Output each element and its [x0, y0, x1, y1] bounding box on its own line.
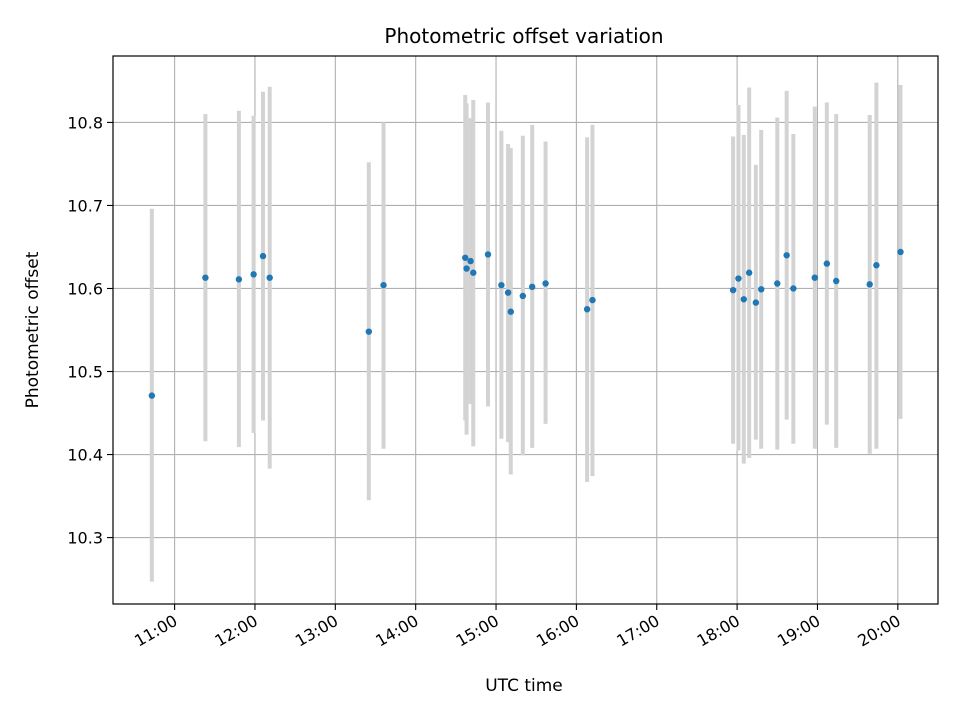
data-point	[463, 265, 470, 272]
data-point	[866, 281, 873, 288]
data-point	[467, 257, 474, 265]
data-point	[498, 281, 505, 289]
data-point	[790, 285, 797, 292]
data-point	[250, 271, 257, 278]
data-point	[266, 274, 273, 281]
data-point	[735, 275, 742, 282]
y-tick-label: 10.5	[67, 363, 103, 382]
data-point	[470, 269, 477, 276]
data-point	[519, 292, 527, 300]
data-point	[589, 296, 596, 304]
data-point	[504, 289, 512, 296]
data-point	[823, 260, 831, 267]
plot-area-frame	[112, 55, 939, 605]
y-tick-label: 10.4	[67, 446, 103, 465]
data-point	[484, 251, 492, 258]
data-point	[897, 248, 904, 256]
y-axis-ticks: 10.3 10.4 10.5 10.6 10.7 10.8	[67, 113, 113, 548]
data-point	[740, 296, 748, 303]
data-point	[542, 280, 549, 287]
data-point	[873, 262, 880, 269]
data-point	[507, 308, 514, 315]
data-point	[235, 276, 243, 283]
data-point	[833, 277, 840, 285]
data-point	[528, 283, 536, 291]
data-point	[380, 281, 387, 289]
data-point	[729, 286, 737, 294]
x-axis-label: UTC time	[485, 676, 563, 696]
data-point	[783, 252, 790, 259]
y-tick-label: 10.8	[67, 113, 103, 132]
data-point	[774, 280, 781, 287]
data-point	[259, 252, 267, 260]
data-point	[202, 274, 209, 281]
y-axis-label: Photometric offset	[23, 251, 43, 408]
data-points	[148, 248, 904, 399]
data-point	[365, 328, 373, 335]
data-point	[583, 306, 591, 313]
y-tick-label: 10.7	[67, 196, 103, 215]
y-tick-label: 10.6	[67, 279, 103, 298]
data-point	[745, 269, 753, 276]
data-point	[811, 274, 818, 281]
chart-title: Photometric offset variation	[384, 24, 663, 48]
data-point	[752, 299, 760, 306]
data-point	[758, 286, 765, 293]
data-point	[148, 392, 156, 399]
data-point	[462, 254, 469, 261]
y-tick-label: 10.3	[67, 529, 103, 548]
